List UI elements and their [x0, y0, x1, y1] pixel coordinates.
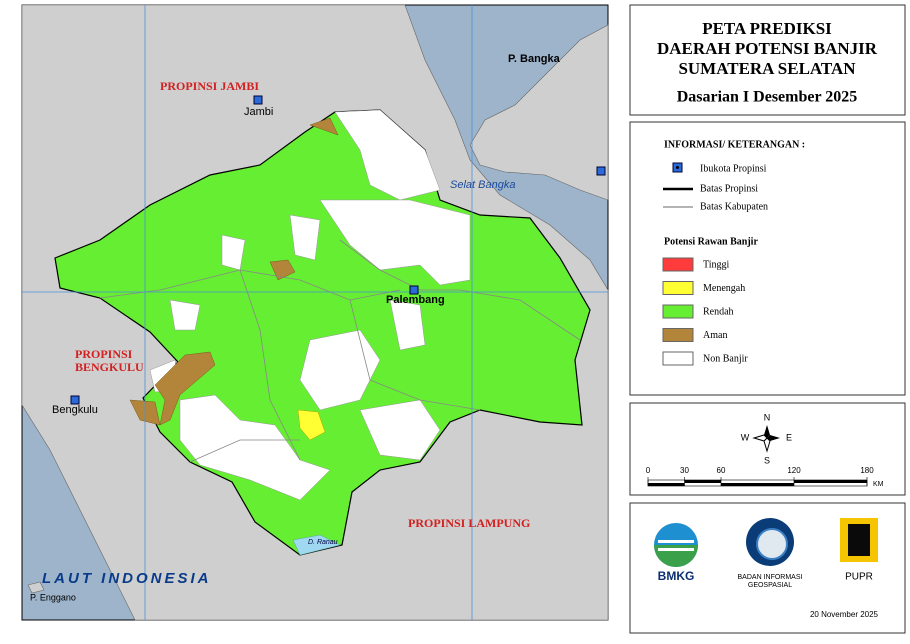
- legend-label: Rendah: [703, 306, 734, 317]
- lake: [292, 534, 341, 556]
- title-box: [629, 4, 906, 116]
- scale-segment: [648, 483, 685, 486]
- province-label: BENGKULU: [75, 360, 144, 374]
- city-label: Bengkulu: [52, 404, 98, 416]
- island-label: P. Enggano: [30, 592, 76, 602]
- compass-label: N: [764, 412, 771, 422]
- compass-label: W: [741, 432, 750, 442]
- scale-segment: [794, 480, 867, 483]
- bangka-island: [469, 24, 609, 201]
- non-flood-area: [334, 109, 441, 201]
- big-logo: [746, 518, 794, 566]
- date: 20 November 2025: [810, 610, 879, 619]
- scale-unit: KM: [873, 481, 884, 488]
- logo-label: BADAN INFORMASI: [738, 574, 803, 581]
- pupr-logo: [840, 518, 878, 562]
- legend-swatch: [662, 281, 694, 295]
- scale-label: 180: [860, 466, 874, 475]
- city-label: Palembang: [386, 294, 445, 306]
- legend-label: Tinggi: [703, 259, 730, 270]
- regency-border: [189, 439, 300, 463]
- regency-border: [99, 269, 401, 301]
- scale-label: 60: [717, 466, 726, 475]
- sea-label: LAUT INDONESIA: [42, 570, 212, 587]
- legend-swatch: [662, 304, 694, 319]
- regency-borders: [99, 239, 581, 463]
- map-panel: PROPINSI JAMBI Jambi P. Bangka Selat Ban…: [21, 4, 609, 621]
- scale-label: 0: [646, 466, 651, 475]
- legend-label: Batas Propinsi: [700, 183, 758, 194]
- legend-label: Menengah: [703, 283, 745, 294]
- capital-marker: [409, 285, 419, 295]
- period: Dasarian I Desember 2025: [677, 89, 858, 106]
- scale-segment: [684, 480, 721, 483]
- capital-marker: [70, 395, 80, 405]
- province-label: PROPINSI LAMPUNG: [408, 516, 530, 530]
- province-label: PROPINSI JAMBI: [160, 79, 259, 93]
- strait-label: Selat Bangka: [450, 179, 515, 191]
- scale-label: 120: [787, 466, 801, 475]
- lake-label: D. Ranau: [308, 539, 338, 546]
- safe-area: [269, 259, 296, 281]
- legend-label: Batas Kabupaten: [700, 201, 768, 212]
- logo-label: BMKG: [658, 569, 695, 583]
- safe-areas: [129, 117, 339, 426]
- scale-bar: 0 30 60 120 180 KM: [646, 466, 884, 488]
- non-flood-area: [179, 394, 331, 501]
- logo-shape: [848, 524, 870, 556]
- island-label: P. Bangka: [508, 53, 561, 65]
- capital-marker: [253, 95, 263, 105]
- medium-area: [297, 409, 326, 441]
- title-line: SUMATERA SELATAN: [678, 59, 856, 78]
- title-line: DAERAH POTENSI BANJIR: [657, 39, 878, 58]
- capitals: [70, 95, 606, 405]
- legend-label: Non Banjir: [703, 353, 748, 364]
- bmkg-logo: [654, 523, 698, 567]
- legend-swatch: [662, 351, 694, 366]
- capital-marker: [596, 166, 606, 176]
- compass-arrow: [767, 435, 780, 441]
- legend-swatch: [662, 257, 694, 272]
- scale-segment: [721, 483, 794, 486]
- province-label: PROPINSI: [75, 347, 133, 361]
- regency-border: [339, 239, 581, 341]
- logo-shape: [658, 540, 694, 543]
- compass-arrow: [764, 425, 770, 438]
- risk-legend: Tinggi Menengah Rendah Aman Non Banjir: [662, 257, 748, 366]
- scale-label: 30: [680, 466, 689, 475]
- safe-area: [309, 117, 339, 136]
- city-label: Jambi: [244, 106, 273, 118]
- logo-shape: [658, 548, 694, 551]
- compass-label: E: [786, 432, 792, 442]
- capital-dot: [676, 166, 679, 169]
- logo-shape: [756, 528, 788, 560]
- legend-label: Ibukota Propinsi: [700, 163, 767, 174]
- legend-subtitle: Potensi Rawan Banjir: [664, 236, 758, 247]
- non-flood-area: [169, 299, 201, 331]
- compass: [752, 425, 780, 453]
- non-flood-area: [319, 199, 471, 286]
- title-line: PETA PREDIKSI: [702, 19, 832, 38]
- regency-border: [349, 299, 481, 411]
- legend-swatch: [662, 328, 694, 342]
- non-flood-area: [289, 214, 321, 261]
- non-flood-area: [299, 329, 381, 411]
- non-flood-area: [389, 299, 426, 351]
- regency-border: [239, 269, 301, 461]
- legend-label: Aman: [703, 330, 727, 341]
- graticule: [22, 5, 608, 620]
- safe-area: [154, 351, 216, 426]
- enggano-island: [27, 581, 45, 594]
- logo-label: PUPR: [845, 572, 873, 583]
- non-flood-area: [359, 399, 441, 461]
- compass-label: S: [764, 455, 770, 465]
- logo-label: GEOSPASIAL: [748, 582, 792, 589]
- legend-title: INFORMASI/ KETERANGAN :: [664, 139, 805, 150]
